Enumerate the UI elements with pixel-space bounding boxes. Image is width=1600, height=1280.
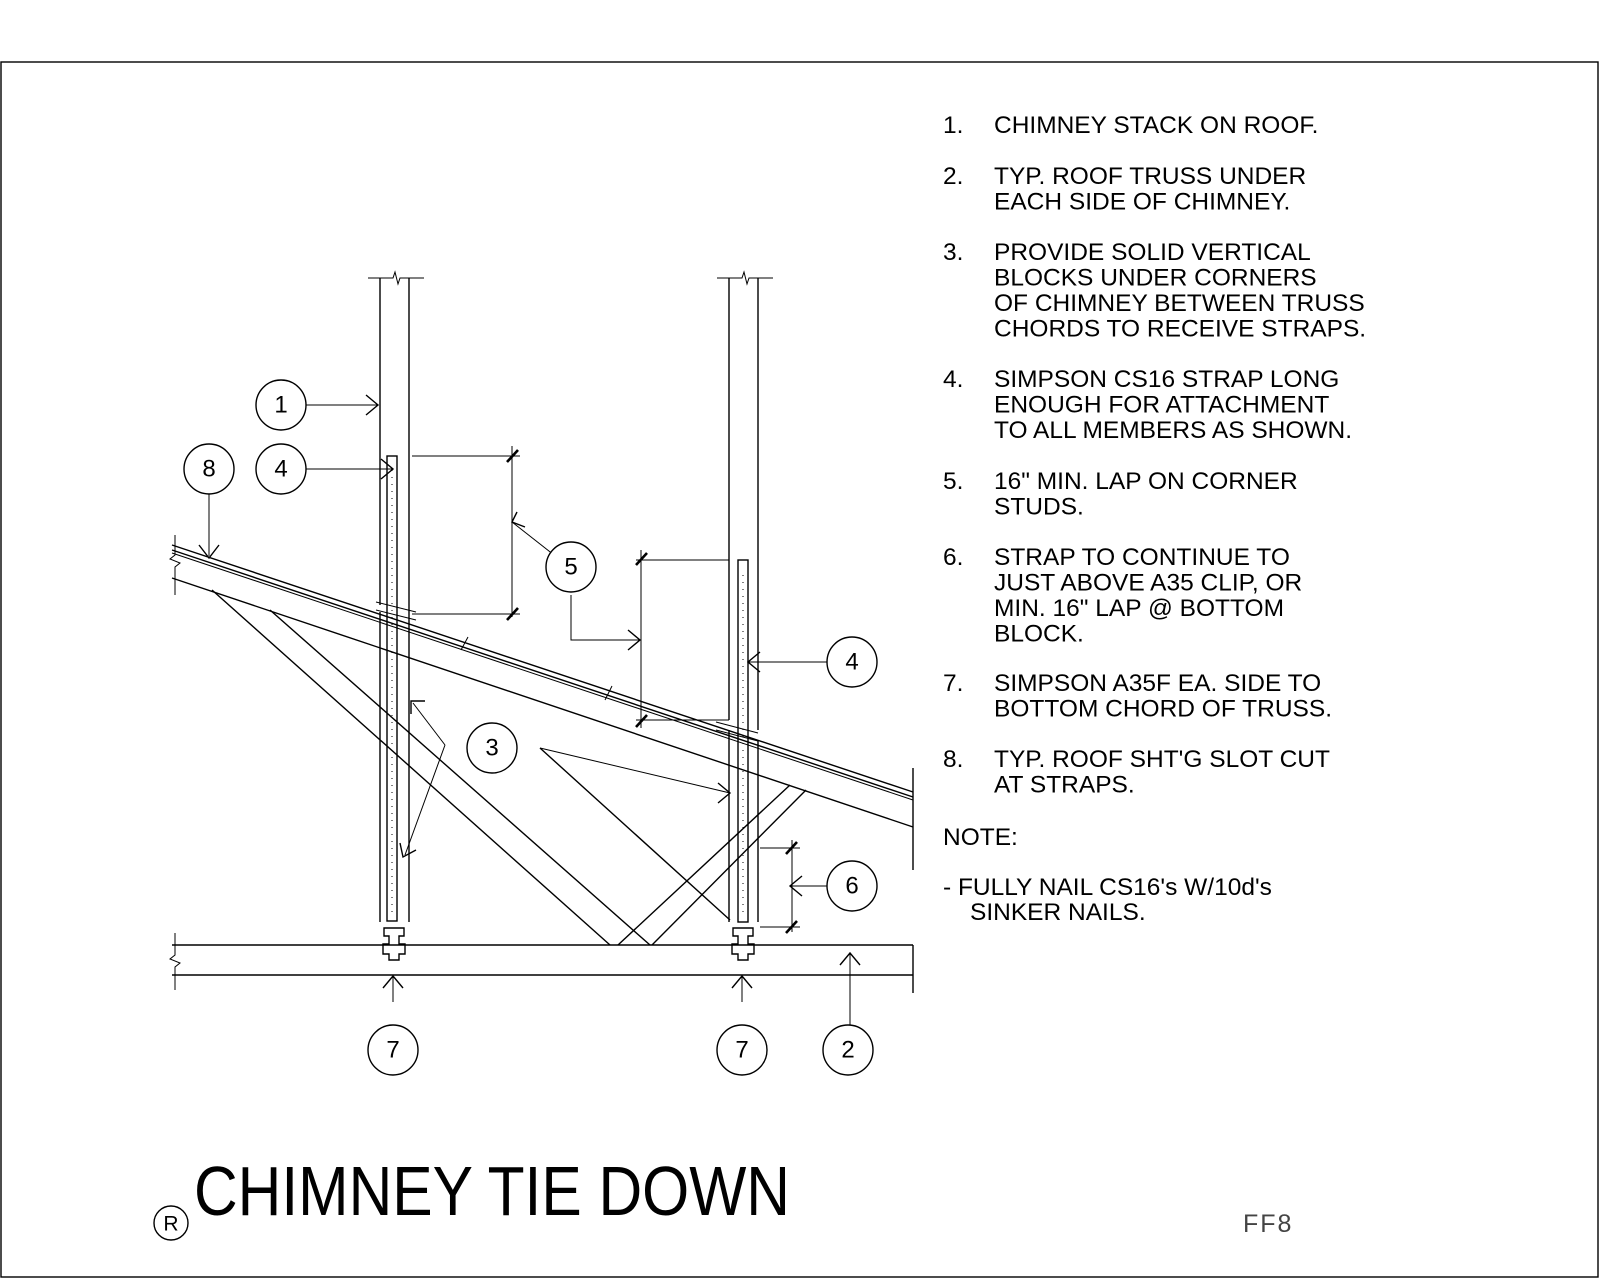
note-line: CHORDS TO RECEIVE STRAPS. — [994, 316, 1366, 343]
note-number: 3. — [943, 239, 963, 266]
note-line: ENOUGH FOR ATTACHMENT — [994, 392, 1329, 419]
leader-lines — [198, 394, 861, 1025]
note-number: 1. — [943, 112, 963, 139]
chimney-stack — [368, 270, 773, 730]
callout-bubble-8: 8 — [183, 443, 235, 495]
vertical-blocks — [379, 455, 759, 923]
callout-5-number: 5 — [564, 554, 577, 581]
note-line: EACH SIDE OF CHIMNEY. — [994, 189, 1290, 216]
callout-bubble-6: 6 — [826, 860, 878, 912]
note-line: PROVIDE SOLID VERTICAL — [994, 239, 1311, 266]
callout-bubble-7-right: 7 — [716, 1024, 768, 1076]
sheet-border — [0, 61, 1599, 1278]
note-line: SIMPSON CS16 STRAP LONG — [994, 366, 1339, 393]
callout-7-number: 7 — [735, 1037, 748, 1064]
callout-bubble-3: 3 — [466, 722, 518, 774]
note-line: BLOCK. — [994, 621, 1084, 648]
callout-1-number: 1 — [274, 392, 287, 419]
callout-bubble-5: 5 — [545, 541, 597, 593]
callout-6-number: 6 — [845, 873, 858, 900]
truss-drawing: 1 4 8 5 4 3 6 7 — [169, 270, 914, 1076]
note-line: STRAP TO CONTINUE TO — [994, 544, 1290, 571]
callout-bubble-4-left: 4 — [255, 443, 307, 495]
note-line: TYP. ROOF TRUSS UNDER — [994, 163, 1306, 190]
note-line: STUDS. — [994, 494, 1084, 521]
note-number: 7. — [943, 670, 963, 697]
note-number: 2. — [943, 163, 963, 190]
detail-title: CHIMNEY TIE DOWN — [194, 1152, 790, 1230]
note-number: 8. — [943, 746, 963, 773]
callout-3-number: 3 — [485, 735, 498, 762]
notes-list: 1. CHIMNEY STACK ON ROOF. 2. TYP. ROOF TRUS… — [943, 112, 1366, 799]
callout-4-number: 4 — [845, 649, 858, 676]
note-number: 6. — [943, 544, 963, 571]
callout-2-number: 2 — [841, 1037, 854, 1064]
note-line: AT STRAPS. — [994, 772, 1135, 799]
general-note: NOTE: - FULLY NAIL CS16's W/10d's SINKER… — [943, 824, 1272, 926]
note-line: TYP. ROOF SHT'G SLOT CUT — [994, 746, 1330, 773]
note-line: JUST ABOVE A35 CLIP, OR — [994, 570, 1302, 597]
note-item: 1. CHIMNEY STACK ON ROOF. — [943, 112, 1318, 139]
note-number: 4. — [943, 366, 963, 393]
callout-bubble-4-right: 4 — [826, 636, 878, 688]
note-line: SIMPSON A35F EA. SIDE TO — [994, 670, 1321, 697]
callout-bubble-2: 2 — [822, 1024, 874, 1076]
note-line: BLOCKS UNDER CORNERS — [994, 265, 1317, 292]
sheet-number: FF8 — [1243, 1210, 1293, 1238]
note-heading: NOTE: — [943, 824, 1018, 851]
a35f-clips — [382, 927, 755, 961]
callout-bubble-1: 1 — [255, 379, 307, 431]
note-line: MIN. 16" LAP @ BOTTOM — [994, 595, 1284, 622]
roof-top-chord — [169, 535, 914, 870]
bottom-chord — [169, 933, 914, 993]
title-block: R CHIMNEY TIE DOWN FF8 — [153, 1152, 1293, 1241]
note-body-line-1: - FULLY NAIL CS16's W/10d's — [943, 874, 1272, 901]
note-number: 5. — [943, 468, 963, 495]
note-line: TO ALL MEMBERS AS SHOWN. — [994, 417, 1352, 444]
registered-mark: R — [163, 1213, 178, 1236]
callout-8-number: 8 — [202, 456, 215, 483]
note-body-line-2: SINKER NAILS. — [970, 899, 1146, 926]
note-line: CHIMNEY STACK ON ROOF. — [994, 112, 1318, 139]
callout-7-number: 7 — [386, 1037, 399, 1064]
note-line: OF CHIMNEY BETWEEN TRUSS — [994, 290, 1365, 317]
note-line: 16" MIN. LAP ON CORNER — [994, 468, 1298, 495]
truss-webs — [211, 589, 807, 946]
registered-mark-circle — [153, 1205, 189, 1241]
callout-bubble-7-left: 7 — [367, 1024, 419, 1076]
callout-4-number: 4 — [274, 456, 287, 483]
note-line: BOTTOM CHORD OF TRUSS. — [994, 696, 1332, 723]
